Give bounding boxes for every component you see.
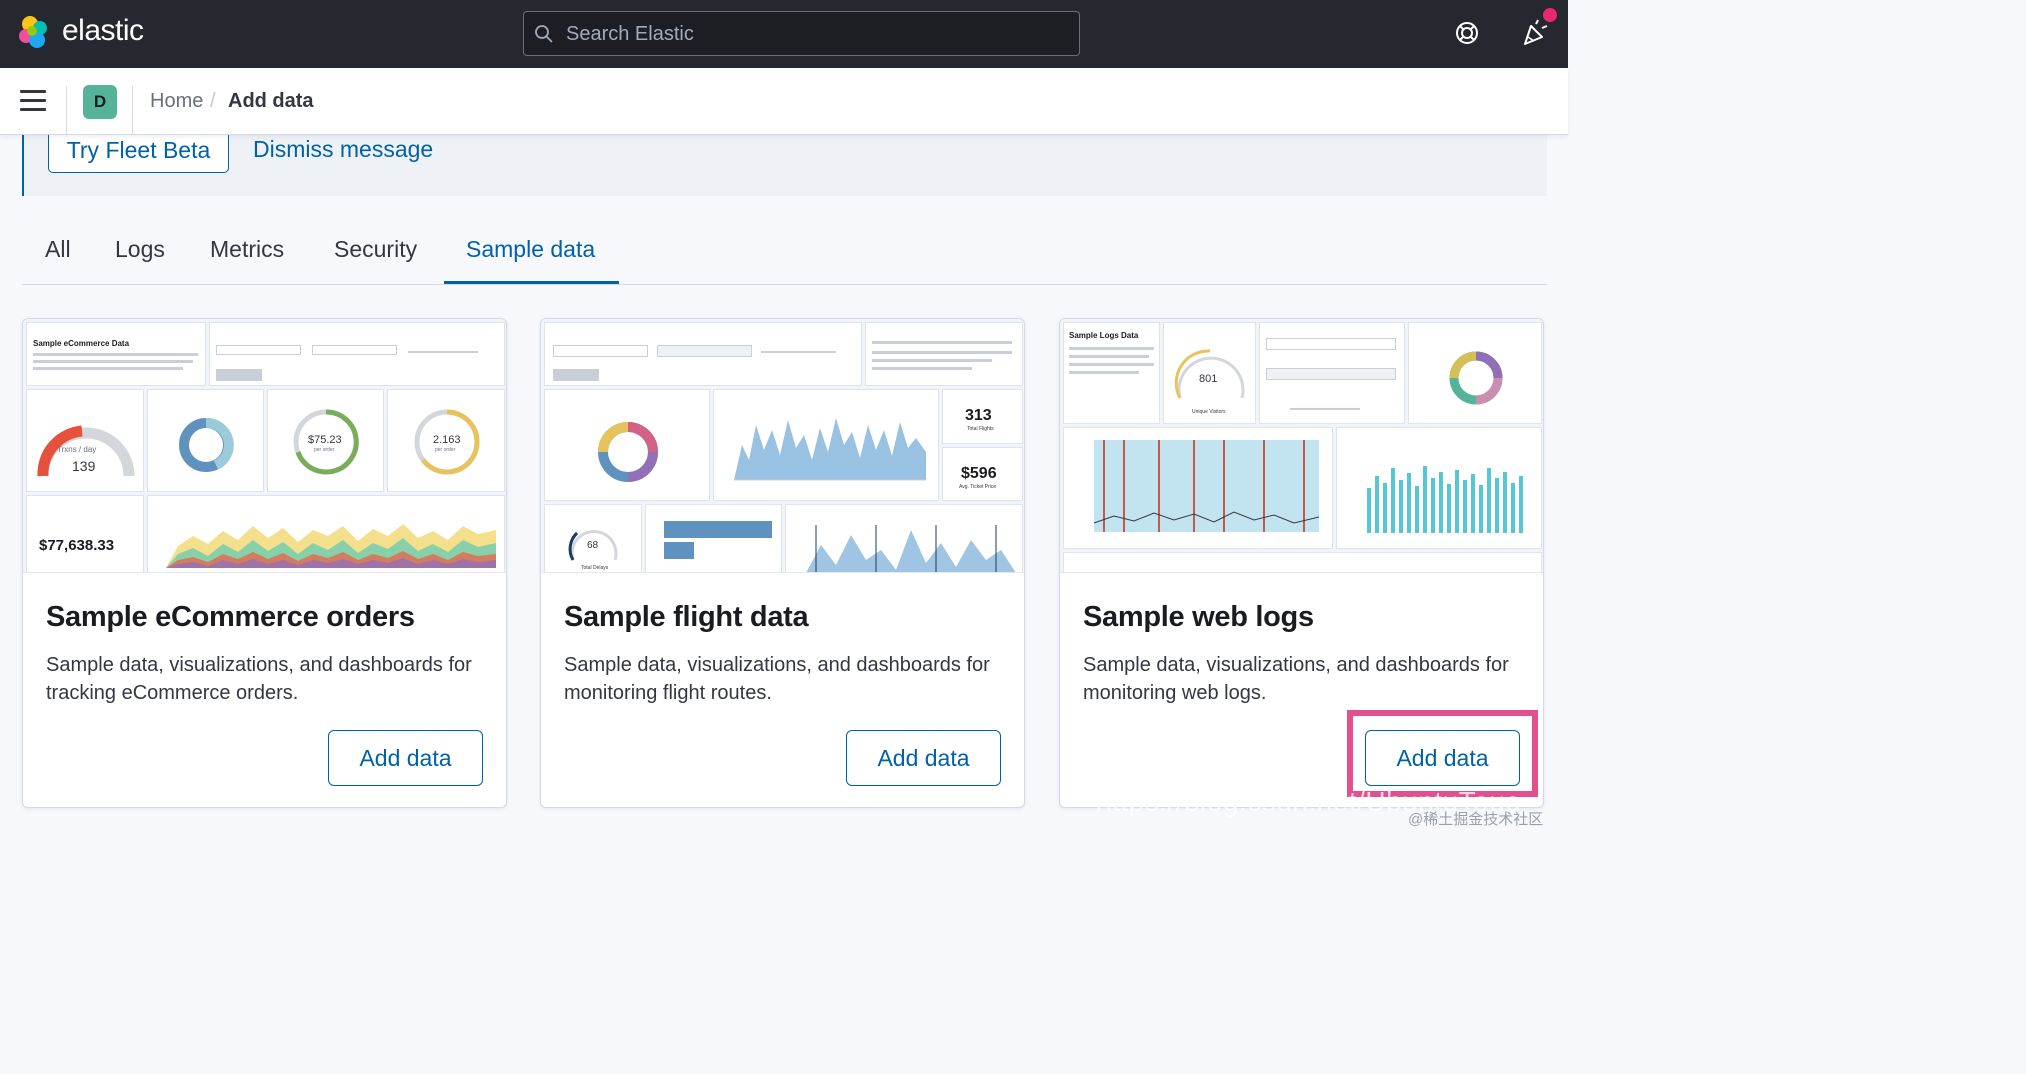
tab-security[interactable]: Security [334, 236, 418, 262]
preview-markdown-title: Sample eCommerce Data [33, 339, 130, 348]
preview-panel: 313 Total Flights [942, 389, 1023, 444]
preview-panel [713, 389, 939, 501]
card-flights: 313 Total Flights $596 Avg. Ticket Price… [540, 318, 1025, 808]
breadcrumb-home[interactable]: Home [150, 90, 204, 112]
add-data-button[interactable]: Add data [328, 730, 483, 786]
add-data-button[interactable]: Add data [846, 730, 1001, 786]
preview-panel: Trxns / day 139 [26, 389, 144, 492]
watermark-url: https://blog.csdn.net/UbuntuTouc [1096, 786, 1520, 817]
preview-avg-sales-sub: per order [314, 447, 335, 453]
preview-avg-sales: $75.23 [308, 434, 342, 446]
preview-gauge-label: Trxns / day [57, 445, 97, 454]
preview-visitors: 801 [1199, 373, 1218, 385]
preview-panel [147, 389, 264, 492]
preview-visitors-label: Unique Visitors [1192, 409, 1226, 415]
preview-panel [865, 322, 1023, 386]
card-description: Sample data, visualizations, and dashboa… [1083, 654, 1509, 704]
preview-panel [785, 504, 1023, 572]
preview-panel [1063, 552, 1542, 572]
flights-dashboard-preview: 313 Total Flights $596 Avg. Ticket Price… [541, 319, 1024, 573]
preview-panel [645, 504, 782, 572]
divider [132, 86, 133, 135]
tab-logs[interactable]: Logs [115, 236, 165, 262]
preview-total-flights-label: Total Flights [967, 426, 994, 432]
card-title: Sample web logs [1083, 601, 1314, 633]
newsfeed-icon[interactable] [1520, 18, 1550, 48]
preview-panel [544, 389, 710, 501]
dismiss-message-link[interactable]: Dismiss message [253, 136, 434, 162]
tab-metrics[interactable]: Metrics [210, 236, 285, 262]
preview-panel [1408, 322, 1542, 424]
preview-panel [1063, 427, 1333, 549]
preview-panel: Sample eCommerce Data [26, 322, 206, 386]
preview-panel: $77,638.33 [26, 495, 144, 572]
search-icon [535, 25, 553, 43]
breadcrumb-separator: / [210, 90, 216, 112]
notification-dot [1543, 8, 1557, 22]
preview-panel [147, 495, 505, 572]
breadcrumb-bar: D Home / Add data [0, 68, 1568, 135]
add-data-button[interactable]: Add data [1365, 730, 1520, 786]
tab-all[interactable]: All [45, 236, 71, 262]
watermark: @稀土掘金技术社区 [1408, 811, 1544, 828]
tab-sample-data[interactable]: Sample data [466, 236, 596, 262]
web-logs-dashboard-preview: Sample Logs Data 801 Unique Visitors [1060, 319, 1543, 573]
preview-markdown-title: Sample Logs Data [1069, 331, 1139, 340]
elastic-logo-icon[interactable] [16, 14, 52, 50]
preview-panel: 801 Unique Visitors [1163, 322, 1256, 424]
menu-icon[interactable] [20, 90, 46, 112]
preview-avg-sold-sub: per order [435, 447, 456, 453]
card-web-logs: Sample Logs Data 801 Unique Visitors [1059, 318, 1544, 808]
search-bar[interactable] [523, 11, 1080, 56]
preview-panel: 2.163 per order [387, 389, 505, 492]
preview-panel [1259, 322, 1405, 424]
breadcrumb-current: Add data [228, 90, 314, 112]
preview-panel [544, 322, 862, 386]
ecommerce-dashboard-preview: Sample eCommerce Data Trxns / day 139 [23, 319, 506, 573]
preview-panel [1336, 427, 1542, 549]
card-description: Sample data, visualizations, and dashboa… [564, 654, 990, 704]
preview-total-flights: 313 [965, 407, 992, 424]
preview-panel: 68 Total Delays [544, 504, 642, 572]
preview-delays: 68 [587, 540, 599, 551]
preview-gauge-value: 139 [72, 458, 96, 474]
preview-panel: $75.23 per order [267, 389, 384, 492]
search-input[interactable] [566, 14, 1066, 54]
preview-delays-label: Total Delays [581, 565, 609, 571]
divider [66, 86, 67, 135]
preview-panel [209, 322, 505, 386]
preview-avg-ticket-label: Avg. Ticket Price [959, 484, 997, 490]
brand-name: elastic [62, 14, 144, 47]
card-title: Sample eCommerce orders [46, 601, 415, 633]
help-icon[interactable] [1452, 18, 1482, 48]
preview-panel: Sample Logs Data [1063, 322, 1160, 424]
card-description: Sample data, visualizations, and dashboa… [46, 654, 472, 704]
card-title: Sample flight data [564, 601, 809, 633]
top-header: elastic [0, 0, 1568, 68]
card-ecommerce: Sample eCommerce Data Trxns / day 139 [22, 318, 507, 808]
preview-panel: $596 Avg. Ticket Price [942, 447, 1023, 501]
preview-avg-sold: 2.163 [433, 434, 461, 446]
try-fleet-button[interactable]: Try Fleet Beta [48, 128, 229, 173]
active-tab-indicator [444, 281, 619, 284]
tab-bar: All Logs Metrics Security Sample data [22, 228, 1547, 285]
preview-avg-ticket: $596 [961, 465, 997, 482]
space-avatar[interactable]: D [83, 85, 117, 119]
preview-total-revenue: $77,638.33 [39, 537, 115, 554]
